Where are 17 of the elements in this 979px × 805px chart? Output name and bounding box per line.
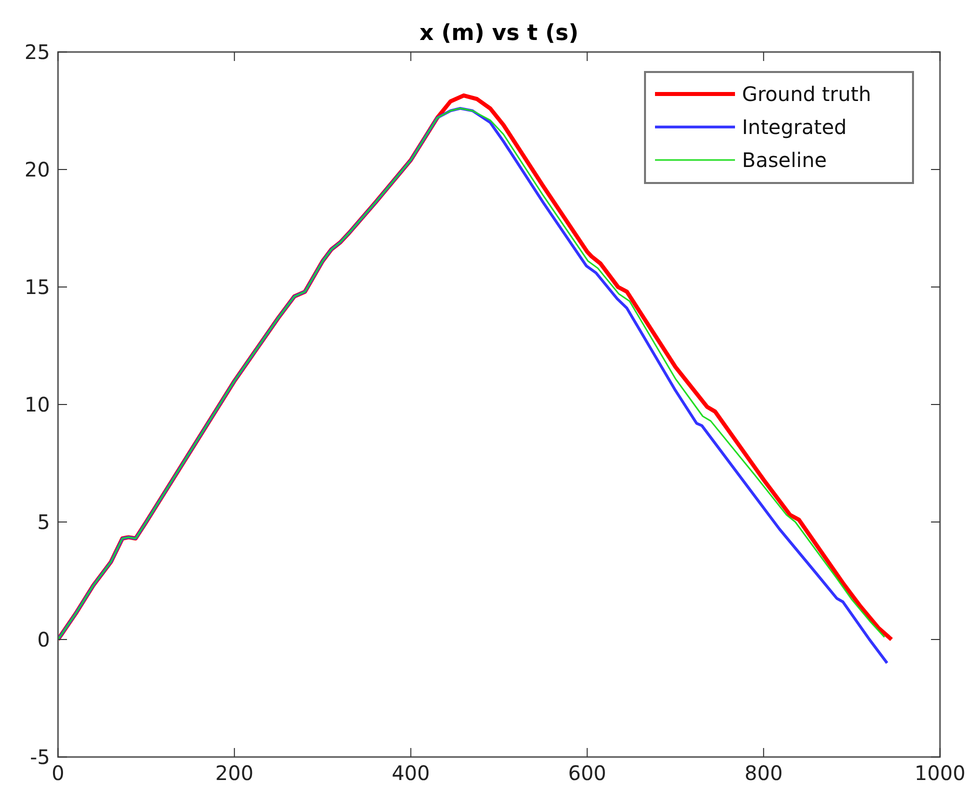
y-tick-label: -5 xyxy=(30,745,50,769)
x-tick-label: 600 xyxy=(568,761,606,785)
legend-label: Integrated xyxy=(742,115,847,139)
legend-label: Ground truth xyxy=(742,82,872,106)
chart-title: x (m) vs t (s) xyxy=(419,21,579,46)
x-tick-label: 400 xyxy=(392,761,430,785)
y-tick-label: 10 xyxy=(24,392,50,416)
y-tick-label: 15 xyxy=(24,275,50,299)
x-tick-label: 800 xyxy=(744,761,783,785)
y-tick-label: 0 xyxy=(37,628,50,652)
x-tick-label: 0 xyxy=(52,761,64,785)
y-tick-label: 20 xyxy=(24,158,50,182)
y-tick-label: 5 xyxy=(37,510,50,534)
y-tick-label: 25 xyxy=(24,40,50,64)
x-tick-label: 200 xyxy=(215,761,254,785)
x-tick-label: 1000 xyxy=(914,761,966,785)
legend-label: Baseline xyxy=(742,148,827,172)
